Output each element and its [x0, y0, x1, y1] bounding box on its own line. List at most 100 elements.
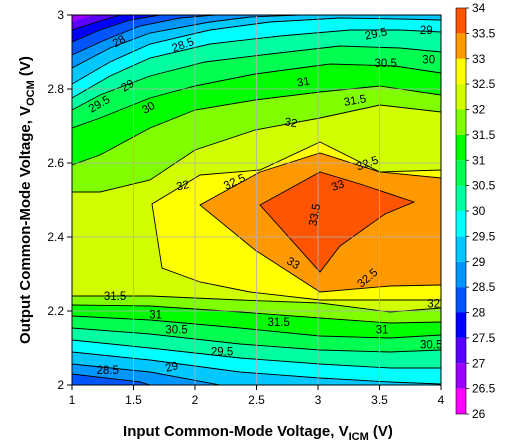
colorbar-label: 34 — [472, 1, 486, 15]
colorbar-swatch — [456, 236, 466, 262]
contour-label: 32 — [427, 299, 440, 311]
colorbar-label: 31 — [472, 153, 486, 167]
colorbar-swatch — [456, 388, 466, 414]
contour-label: 31 — [149, 310, 162, 322]
x-tick-label: 4 — [438, 393, 445, 407]
colorbar-label: 31.5 — [472, 128, 496, 142]
colorbar-label: 28 — [472, 306, 486, 320]
colorbar-label: 33 — [472, 52, 486, 66]
y-tick-label: 3 — [57, 8, 64, 22]
contour-label-text: 29.5 — [211, 347, 233, 359]
contour-label: 29 — [164, 360, 179, 375]
contour-label: 30.5 — [374, 58, 396, 70]
y-tick-label: 2.4 — [47, 230, 64, 244]
contour-label: 29.5 — [364, 26, 388, 42]
contour-label-text: 30.5 — [374, 58, 396, 70]
contour-label: 30.5 — [420, 339, 442, 351]
band-27-5-28-bot — [72, 374, 150, 385]
contour-label-text: 30 — [422, 54, 435, 66]
contour-label-text: 30.5 — [165, 325, 187, 337]
contour-label-text: 31 — [296, 76, 311, 90]
contour-label: 31.5 — [267, 317, 289, 329]
colorbar-swatch — [456, 84, 466, 110]
contour-label: 30.5 — [165, 325, 187, 337]
y-tick-label: 2.6 — [47, 156, 64, 170]
x-tick-label: 1.5 — [125, 393, 142, 407]
y-axis-title-unit: (V) — [17, 56, 34, 80]
colorbar-swatch — [456, 363, 466, 389]
contour-label-text: 29.5 — [364, 26, 388, 42]
colorbar-label: 32.5 — [472, 77, 496, 91]
colorbar-label: 33.5 — [472, 26, 496, 40]
colorbar-swatch — [456, 185, 466, 211]
colorbar-swatch — [456, 287, 466, 313]
colorbar-label: 26.5 — [472, 382, 496, 396]
colorbar-label: 27 — [472, 356, 486, 370]
contour-label: 31 — [296, 76, 311, 90]
x-tick-label: 2.5 — [248, 393, 265, 407]
contour-label-text: 33 — [330, 178, 346, 194]
contour-label: 29.5 — [211, 347, 233, 359]
contour-label-text: 29 — [420, 25, 433, 37]
colorbar-label: 30.5 — [472, 179, 496, 193]
x-axis-title-main: Input Common-Mode Voltage, V — [123, 423, 349, 440]
contour-label-text: 32 — [175, 179, 190, 193]
colorbar-label: 30 — [472, 204, 486, 218]
colorbar-swatch — [456, 160, 466, 186]
band-28-5-29-top — [72, 15, 441, 84]
colorbar-swatch — [456, 211, 466, 237]
colorbar-swatch — [456, 312, 466, 338]
contour-label-text: 31 — [376, 325, 389, 337]
y-tick-label: 2.2 — [47, 304, 64, 318]
colorbar-label: 29 — [472, 255, 486, 269]
x-tick-label: 2 — [192, 393, 199, 407]
contour-label: 29 — [420, 25, 433, 37]
gridlines — [72, 15, 441, 385]
colorbar-label: 29.5 — [472, 229, 496, 243]
colorbar-swatch — [456, 261, 466, 288]
x-tick-label: 3.5 — [371, 393, 388, 407]
contour-label: 28.5 — [96, 365, 118, 377]
y-tick-label: 2.8 — [47, 82, 64, 96]
contour-label: 30 — [422, 54, 435, 66]
contour-label: 33.5 — [307, 203, 323, 227]
colorbar-swatch — [456, 8, 466, 34]
contour-label-text: 28 — [111, 33, 128, 50]
x-axis-ticks: 1 1.5 2 2.5 3 3.5 4 — [69, 385, 445, 407]
colorbar-label: 26 — [472, 407, 486, 421]
colorbar-swatch — [456, 58, 466, 85]
y-tick-label: 2 — [57, 378, 64, 392]
colorbar: 26 26.5 27 27.5 28 28.5 29 29.5 30 30.5 31 31.5 32 32… — [455, 1, 496, 421]
contour-label-text: 30.5 — [420, 339, 442, 351]
contour-label-text: 32 — [427, 299, 440, 311]
contour-label-text: 29 — [119, 78, 136, 95]
x-axis-title-sub: ICM — [349, 431, 369, 441]
x-tick-label: 3 — [315, 393, 322, 407]
colorbar-label: 32 — [472, 103, 486, 117]
contour-label-text: 31 — [149, 310, 162, 322]
contour-label-text: 32 — [283, 116, 298, 130]
colorbar-swatch — [456, 109, 466, 135]
contour-label-text: 31.5 — [267, 317, 289, 329]
colorbar-swatch — [456, 134, 466, 161]
colorbar-swatch — [456, 33, 466, 59]
contour-label: 31.5 — [343, 93, 367, 109]
y-axis-title-main: Output Common-Mode Voltage, V — [17, 106, 34, 344]
contour-label-text: 33 — [284, 255, 301, 272]
contour-label-text: 29 — [164, 360, 179, 375]
y-axis-ticks: 2 2.2 2.4 2.6 2.8 3 — [47, 8, 72, 392]
contour-label-text: 28.5 — [96, 365, 118, 377]
band-33-33-5-mid — [260, 172, 414, 272]
x-axis-title-unit: (V) — [369, 423, 393, 440]
contour-label-text: 33.5 — [307, 203, 323, 227]
colorbar-label: 27.5 — [472, 331, 496, 345]
y-axis-title: Output Common-Mode Voltage, VOCM (V) — [17, 56, 37, 344]
y-axis-title-sub: OCM — [25, 80, 37, 106]
contour-label: 28 — [111, 33, 128, 50]
colorbar-label: 28.5 — [472, 280, 496, 294]
x-axis-title: Input Common-Mode Voltage, VICM (V) — [123, 423, 393, 441]
colorbar-swatch — [456, 337, 466, 364]
band-26-26-5-top — [72, 15, 95, 22]
contour-label-text: 31.5 — [104, 291, 126, 303]
